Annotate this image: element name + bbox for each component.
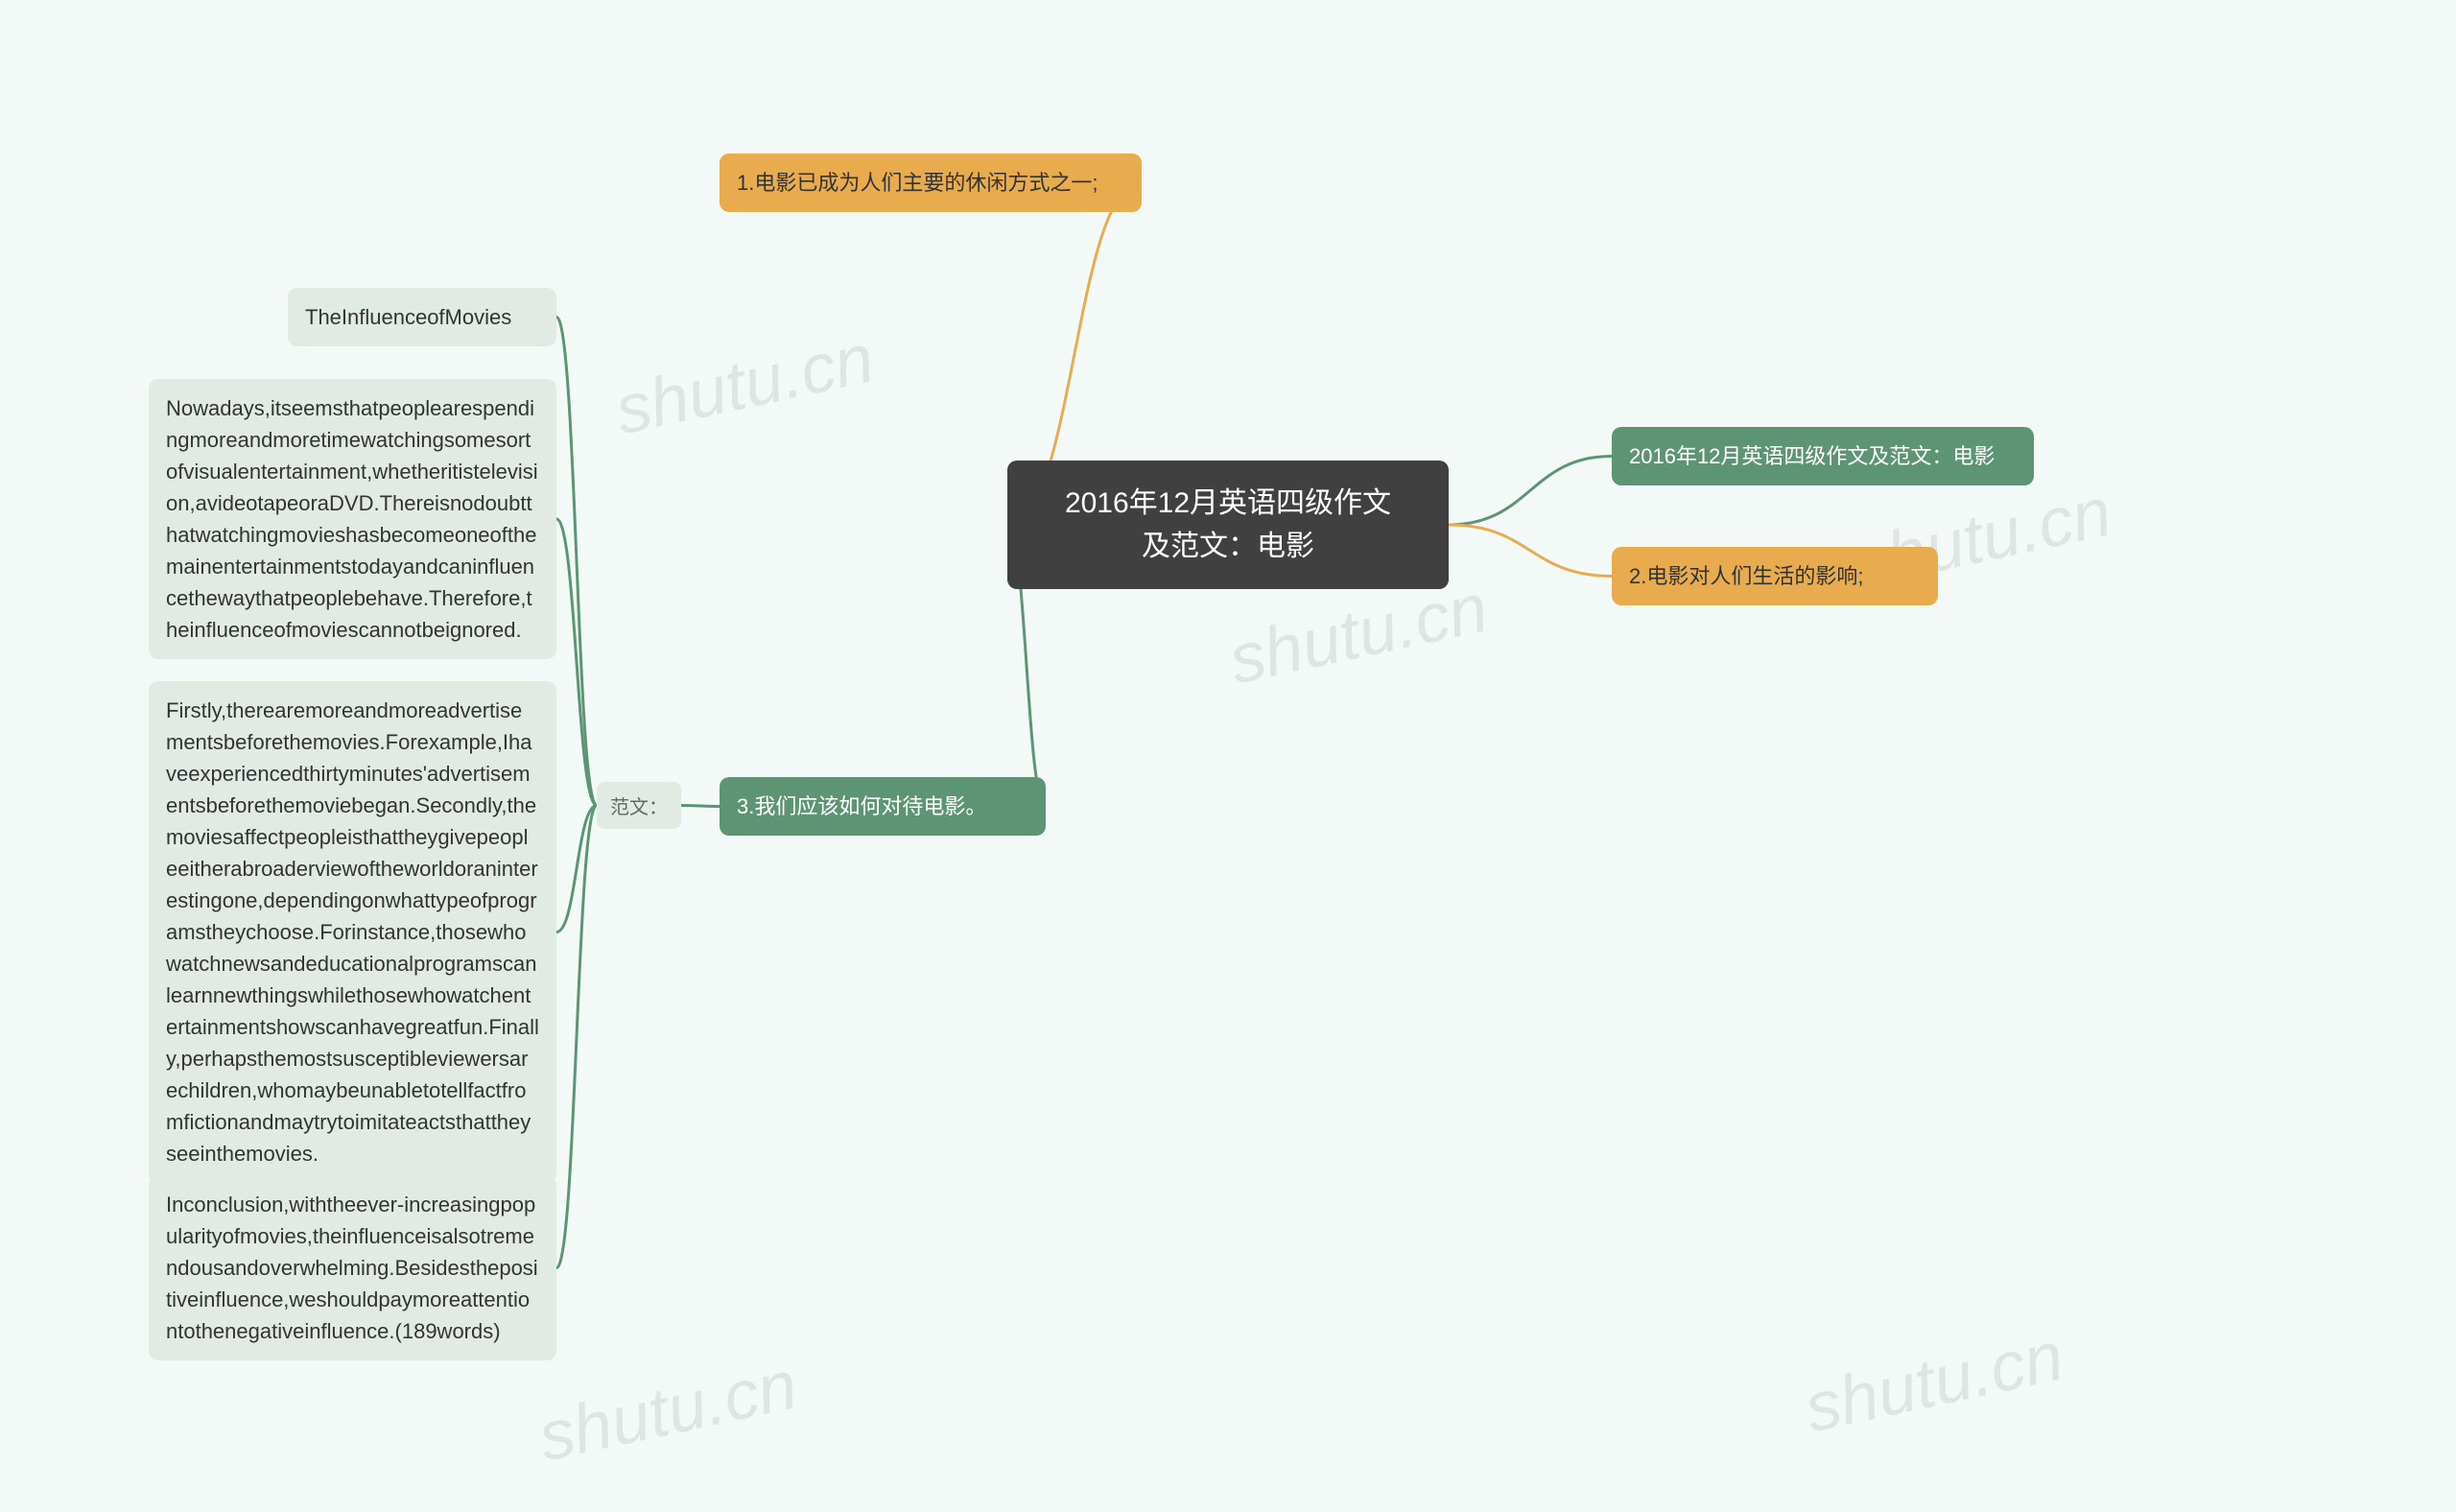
leaf-para-1: Nowadays,itseemsthatpeoplearespendingmor… (149, 379, 556, 659)
watermark: shutu.cn (1798, 1317, 2069, 1449)
leaf-para-3: Inconclusion,withtheever-increasingpopul… (149, 1175, 556, 1360)
root-node: 2016年12月英语四级作文 及范文：电影 (1007, 461, 1449, 589)
branch-title-right: 2016年12月英语四级作文及范文：电影 (1612, 427, 2034, 485)
branch-point-3: 3.我们应该如何对待电影。 (720, 777, 1046, 836)
watermark: shutu.cn (608, 319, 880, 451)
sample-label: 范文： (597, 782, 681, 829)
leaf-title: TheInfluenceofMovies (288, 288, 556, 346)
leaf-para-2: Firstly,therearemoreandmoreadvertisement… (149, 681, 556, 1183)
branch-point-1: 1.电影已成为人们主要的休闲方式之一; (720, 154, 1142, 212)
branch-point-2: 2.电影对人们生活的影响; (1612, 547, 1938, 605)
root-line1: 2016年12月英语四级作文 (1065, 487, 1391, 519)
watermark: shutu.cn (531, 1346, 803, 1477)
root-line2: 及范文：电影 (1142, 531, 1314, 562)
